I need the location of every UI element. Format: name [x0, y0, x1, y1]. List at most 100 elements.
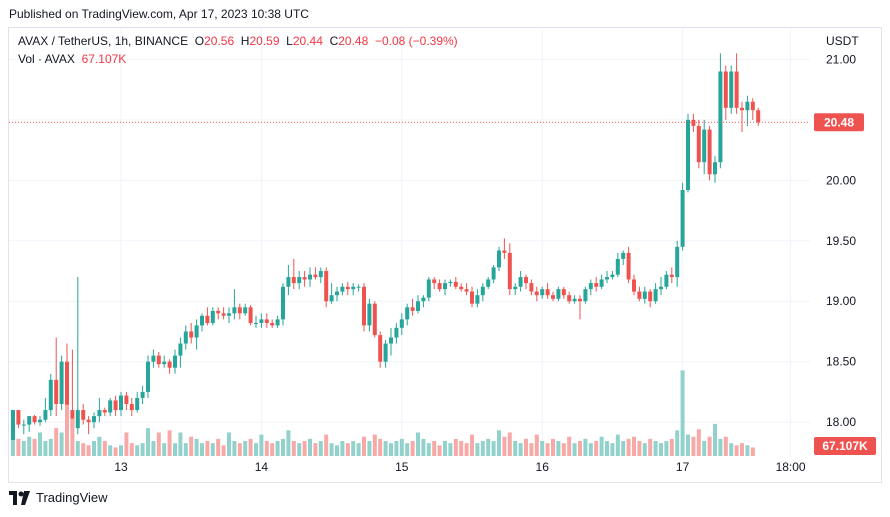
- candle-up[interactable]: [610, 274, 615, 278]
- candle-down[interactable]: [578, 298, 582, 302]
- candle-up[interactable]: [448, 281, 453, 284]
- candle-up[interactable]: [92, 416, 96, 423]
- candle-up[interactable]: [745, 101, 750, 111]
- candle-up[interactable]: [275, 319, 280, 326]
- candle-up[interactable]: [480, 286, 485, 296]
- candle-up[interactable]: [75, 410, 80, 429]
- candle-down[interactable]: [378, 335, 383, 362]
- candle-up[interactable]: [675, 246, 680, 278]
- candle-up[interactable]: [718, 71, 723, 163]
- candle-down[interactable]: [156, 355, 161, 365]
- candle-down[interactable]: [626, 252, 631, 280]
- candle-down[interactable]: [410, 307, 415, 311]
- candle-up[interactable]: [615, 258, 620, 275]
- candle-up[interactable]: [243, 307, 248, 314]
- candle-up[interactable]: [227, 313, 231, 316]
- candle-up[interactable]: [210, 310, 215, 324]
- candle-down[interactable]: [534, 291, 539, 296]
- candle-down[interactable]: [567, 295, 572, 302]
- volume-label[interactable]: Vol · AVAX: [18, 52, 75, 66]
- candle-up[interactable]: [119, 395, 123, 411]
- candle-down[interactable]: [372, 303, 377, 336]
- candle-down[interactable]: [248, 307, 253, 324]
- candle-up[interactable]: [108, 400, 113, 413]
- candle-up[interactable]: [653, 289, 658, 302]
- candle-up[interactable]: [443, 283, 447, 290]
- candle-down[interactable]: [270, 323, 275, 326]
- symbol-label[interactable]: AVAX / TetherUS, 1h, BINANCE: [18, 34, 189, 48]
- candle-down[interactable]: [648, 291, 653, 302]
- candle-up[interactable]: [621, 252, 626, 259]
- candle-down[interactable]: [302, 277, 307, 280]
- candle-down[interactable]: [464, 289, 469, 292]
- candle-up[interactable]: [486, 279, 491, 287]
- candle-down[interactable]: [529, 283, 534, 292]
- candle-down[interactable]: [324, 271, 329, 302]
- candle-down[interactable]: [545, 289, 550, 296]
- candle-up[interactable]: [664, 274, 669, 287]
- candle-up[interactable]: [151, 355, 156, 362]
- candle-down[interactable]: [432, 279, 437, 284]
- candle-down[interactable]: [594, 283, 599, 287]
- candle-down[interactable]: [313, 274, 318, 278]
- candle-up[interactable]: [135, 397, 140, 411]
- candle-down[interactable]: [221, 313, 226, 316]
- candle-down[interactable]: [345, 286, 350, 290]
- candle-up[interactable]: [642, 291, 647, 299]
- candle-down[interactable]: [723, 71, 728, 108]
- candle-up[interactable]: [556, 289, 561, 299]
- candle-up[interactable]: [426, 279, 431, 298]
- candle-up[interactable]: [599, 279, 604, 287]
- candle-up[interactable]: [335, 291, 339, 296]
- candle-up[interactable]: [38, 419, 42, 423]
- candle-up[interactable]: [356, 286, 361, 288]
- candle-up[interactable]: [297, 277, 302, 284]
- candle-up[interactable]: [383, 343, 388, 362]
- candle-up[interactable]: [399, 319, 404, 328]
- candle-up[interactable]: [146, 361, 150, 392]
- candle-up[interactable]: [491, 267, 496, 280]
- candle-up[interactable]: [686, 119, 690, 191]
- candle-up[interactable]: [162, 361, 167, 365]
- candle-down[interactable]: [453, 281, 458, 287]
- candle-down[interactable]: [756, 110, 761, 123]
- candle-down[interactable]: [216, 310, 221, 314]
- candle-up[interactable]: [254, 323, 258, 325]
- candle-up[interactable]: [540, 289, 545, 296]
- candle-down[interactable]: [561, 289, 566, 296]
- candle-up[interactable]: [318, 271, 323, 278]
- candle-up[interactable]: [713, 162, 717, 175]
- candle-up[interactable]: [497, 250, 501, 268]
- candle-down[interactable]: [691, 119, 696, 126]
- candle-up[interactable]: [232, 307, 237, 314]
- candle-up[interactable]: [421, 297, 426, 302]
- candle-up[interactable]: [200, 315, 204, 326]
- candle-up[interactable]: [281, 286, 285, 320]
- candle-down[interactable]: [551, 295, 555, 299]
- candle-down[interactable]: [502, 250, 507, 253]
- candle-up[interactable]: [605, 277, 609, 280]
- candle-down[interactable]: [54, 379, 59, 405]
- candle-up[interactable]: [59, 361, 64, 405]
- footer-brand[interactable]: TradingView: [9, 490, 108, 505]
- candle-down[interactable]: [81, 410, 86, 420]
- candle-down[interactable]: [734, 71, 739, 108]
- candle-down[interactable]: [86, 419, 91, 423]
- candle-down[interactable]: [124, 395, 129, 405]
- candle-down[interactable]: [291, 277, 296, 284]
- candle-up[interactable]: [367, 303, 372, 326]
- candle-up[interactable]: [97, 410, 102, 417]
- candle-down[interactable]: [470, 291, 474, 304]
- candle-up[interactable]: [659, 286, 663, 290]
- candle-up[interactable]: [140, 391, 145, 398]
- candle-up[interactable]: [729, 71, 734, 108]
- candle-down[interactable]: [637, 291, 642, 299]
- candle-up[interactable]: [702, 129, 707, 163]
- candle-up[interactable]: [11, 410, 15, 447]
- candle-down[interactable]: [740, 107, 744, 111]
- candle-down[interactable]: [205, 315, 210, 324]
- candle-down[interactable]: [264, 319, 269, 324]
- candle-down[interactable]: [102, 410, 107, 413]
- candle-up[interactable]: [329, 295, 334, 302]
- candle-up[interactable]: [259, 319, 264, 324]
